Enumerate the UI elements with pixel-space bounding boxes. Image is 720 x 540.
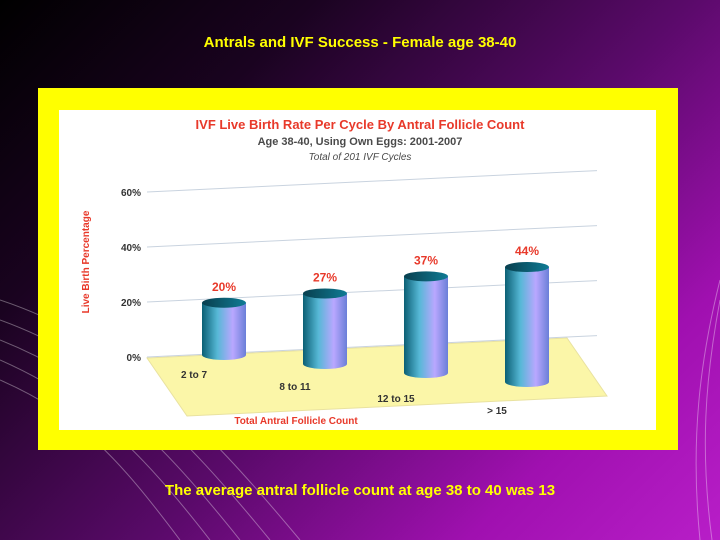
gridline (146, 225, 598, 248)
chart-title: IVF Live Birth Rate Per Cycle By Antral … (196, 117, 526, 132)
y-axis-label: Live Birth Percentage (81, 210, 92, 313)
bar-top (303, 288, 347, 299)
y-tick-label: 0% (127, 353, 142, 364)
bar-body (505, 267, 549, 387)
bar-top (202, 297, 246, 308)
data-label: 37% (414, 253, 438, 267)
bar-body (202, 302, 246, 360)
data-label: 20% (212, 280, 236, 294)
y-tick-label: 20% (121, 298, 141, 309)
chart-subtitle-2: Total of 201 IVF Cycles (309, 152, 412, 163)
bar (505, 262, 549, 387)
chart-subtitle: Age 38-40, Using Own Eggs: 2001-2007 (258, 136, 463, 148)
bar (404, 271, 448, 378)
bar-body (303, 293, 347, 369)
bar-chart: IVF Live Birth Rate Per Cycle By Antral … (81, 117, 608, 427)
bar (202, 297, 246, 360)
data-label: 44% (515, 244, 539, 258)
chart-panel: IVF Live Birth Rate Per Cycle By Antral … (59, 110, 656, 430)
x-tick-label: 2 to 7 (181, 370, 208, 381)
y-tick-label: 60% (121, 188, 141, 199)
bar (303, 288, 347, 369)
x-axis-label: Total Antral Follicle Count (234, 416, 358, 427)
bar-body (404, 276, 448, 378)
slide-caption: The average antral follicle count at age… (164, 482, 556, 499)
data-label: 27% (313, 270, 337, 284)
slide-title: Antrals and IVF Success - Female age 38-… (203, 34, 517, 51)
x-tick-label: > 15 (487, 406, 507, 417)
x-tick-label: 12 to 15 (377, 394, 415, 405)
bar-top (404, 271, 448, 282)
bar-top (505, 262, 549, 273)
gridline (146, 170, 598, 193)
y-tick-label: 40% (121, 243, 141, 254)
x-tick-label: 8 to 11 (279, 382, 311, 393)
